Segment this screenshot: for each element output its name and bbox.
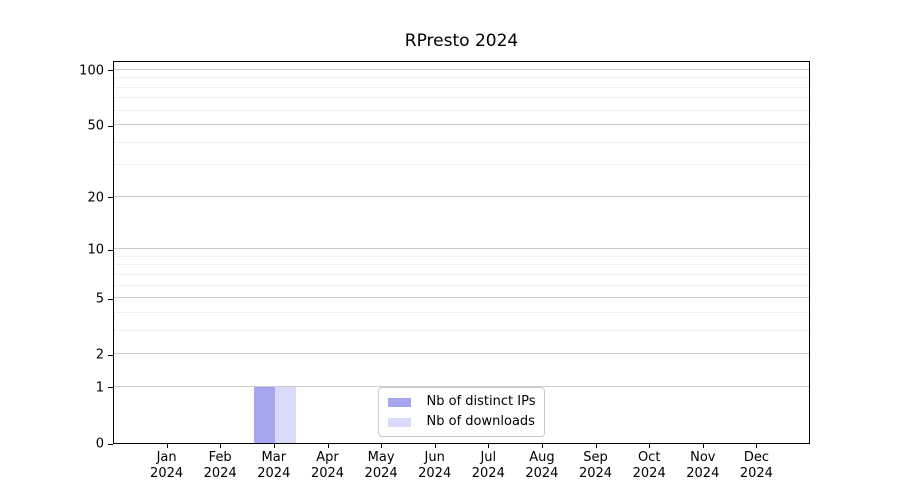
minor-gridline	[114, 273, 809, 275]
minor-gridline	[114, 255, 809, 257]
x-tick-year: 2024	[686, 466, 720, 481]
x-tick-label: Jun 2024	[418, 450, 451, 482]
bar-downloads	[274, 386, 296, 443]
x-tick-month: Jun	[424, 450, 445, 465]
y-tick-label: 100	[79, 63, 104, 79]
y-tick-label: 20	[87, 190, 104, 206]
x-tick-mark	[327, 444, 329, 448]
legend-swatch	[387, 417, 411, 427]
major-gridline	[114, 353, 809, 355]
legend-label: Nb of distinct IPs	[426, 394, 536, 409]
x-tick-label: Nov 2024	[686, 450, 719, 482]
y-tick-mark	[108, 70, 113, 72]
y-tick-label: 0	[95, 436, 104, 452]
y-tick-mark	[108, 298, 113, 300]
x-tick-month: Dec	[743, 450, 769, 465]
x-tick-year: 2024	[310, 466, 345, 481]
y-tick-mark	[108, 354, 113, 356]
y-tick-label: 1	[95, 380, 104, 396]
x-tick-mark	[702, 444, 704, 448]
x-tick-year: 2024	[203, 466, 237, 481]
major-gridline	[114, 248, 809, 250]
x-tick-month: Jan	[156, 450, 177, 465]
x-tick-year: 2024	[257, 466, 291, 481]
major-gridline	[114, 195, 809, 197]
minor-gridline	[114, 264, 809, 266]
major-gridline	[114, 68, 809, 70]
x-tick-mark	[381, 444, 383, 448]
minor-gridline	[114, 77, 809, 79]
x-tick-mark	[220, 444, 222, 448]
major-gridline	[114, 297, 809, 299]
x-tick-month: Mar	[261, 450, 287, 465]
x-tick-mark	[541, 444, 543, 448]
x-tick-label: Sep 2024	[579, 450, 612, 482]
y-tick-label: 50	[87, 118, 104, 134]
y-tick-mark	[108, 197, 113, 199]
major-gridline	[114, 385, 809, 387]
x-tick-year: 2024	[739, 466, 773, 481]
legend-row: Nb of downloads	[387, 414, 536, 429]
x-tick-mark	[166, 444, 168, 448]
x-tick-mark	[488, 444, 490, 448]
x-tick-label: Dec 2024	[740, 450, 773, 482]
x-tick-year: 2024	[632, 466, 666, 481]
x-tick-month: Feb	[208, 450, 232, 465]
minor-gridline	[114, 311, 809, 313]
x-tick-label: May 2024	[365, 450, 398, 482]
y-tick-mark	[108, 249, 113, 251]
x-tick-month: Oct	[637, 450, 661, 465]
x-tick-year: 2024	[150, 466, 184, 481]
minor-gridline	[114, 141, 809, 143]
x-tick-mark	[273, 444, 275, 448]
legend-row: Nb of distinct IPs	[387, 394, 536, 409]
x-tick-year: 2024	[525, 466, 559, 481]
y-tick-label: 10	[87, 242, 104, 258]
bar-distinct-ips	[253, 386, 275, 443]
minor-gridline	[114, 164, 809, 166]
x-tick-month: Jul	[480, 450, 497, 465]
x-tick-year: 2024	[578, 466, 613, 481]
minor-gridline	[114, 284, 809, 286]
x-tick-mark	[649, 444, 651, 448]
chart-title: RPresto 2024	[404, 31, 519, 51]
x-tick-mark	[434, 444, 436, 448]
x-tick-label: Aug 2024	[525, 450, 558, 482]
x-tick-label: Feb 2024	[204, 450, 237, 482]
y-tick-mark	[108, 125, 113, 127]
x-tick-mark	[756, 444, 758, 448]
x-tick-month: Sep	[583, 450, 608, 465]
legend-label: Nb of downloads	[426, 414, 535, 429]
y-tick-label: 5	[95, 291, 104, 307]
y-tick-mark	[108, 443, 113, 445]
y-tick-label: 2	[95, 347, 104, 363]
x-tick-label: Mar 2024	[257, 450, 290, 482]
x-tick-year: 2024	[418, 466, 452, 481]
x-tick-label: Apr 2024	[311, 450, 344, 482]
plot-area: Nb of distinct IPs Nb of downloads	[113, 61, 810, 444]
minor-gridline	[114, 109, 809, 111]
y-tick-mark	[108, 387, 113, 389]
minor-gridline	[114, 97, 809, 99]
x-tick-mark	[595, 444, 597, 448]
x-tick-year: 2024	[471, 466, 505, 481]
major-gridline	[114, 124, 809, 125]
x-tick-label: Jan 2024	[150, 450, 183, 482]
x-tick-label: Oct 2024	[633, 450, 666, 482]
x-tick-year: 2024	[364, 466, 398, 481]
minor-gridline	[114, 329, 809, 331]
x-tick-month: Aug	[529, 450, 555, 465]
legend: Nb of distinct IPs Nb of downloads	[377, 387, 546, 437]
legend-swatch	[387, 397, 411, 407]
x-tick-month: May	[367, 450, 395, 465]
x-tick-month: Nov	[690, 450, 716, 465]
minor-gridline	[114, 86, 809, 88]
x-tick-month: Apr	[316, 450, 339, 465]
x-tick-label: Jul 2024	[472, 450, 505, 482]
